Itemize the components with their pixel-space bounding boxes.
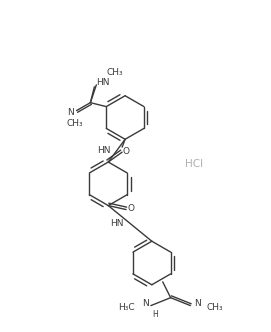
Text: H: H (152, 310, 158, 319)
Text: H₃C: H₃C (118, 303, 135, 312)
Text: N: N (67, 108, 74, 117)
Text: HN: HN (110, 219, 123, 228)
Text: O: O (122, 147, 130, 156)
Text: N: N (142, 299, 149, 308)
Text: HCl: HCl (185, 159, 204, 169)
Text: HN: HN (97, 146, 111, 155)
Text: CH₃: CH₃ (206, 303, 223, 312)
Text: O: O (128, 204, 134, 213)
Text: HN: HN (96, 78, 110, 87)
Text: CH₃: CH₃ (106, 68, 123, 77)
Text: CH₃: CH₃ (66, 119, 83, 128)
Text: N: N (194, 299, 201, 308)
